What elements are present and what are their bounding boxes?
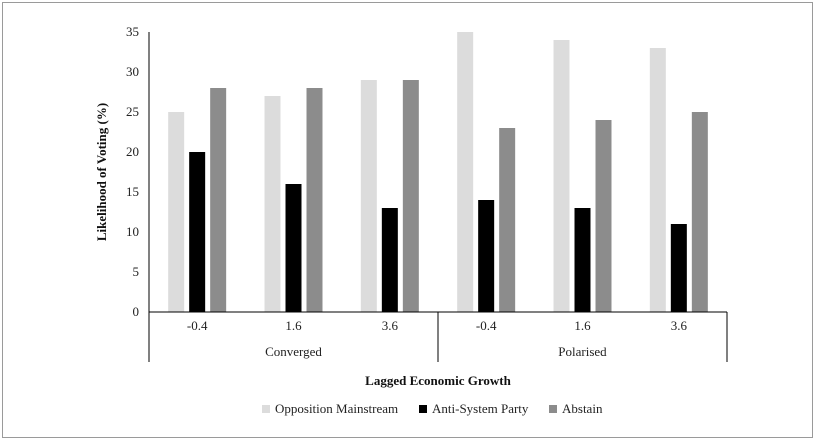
bar-opposition-mainstream bbox=[649, 48, 666, 312]
x-tick-label: 3.6 bbox=[671, 318, 688, 333]
group-label: Polarised bbox=[558, 344, 607, 359]
x-tick-label: -0.4 bbox=[476, 318, 497, 333]
axes bbox=[148, 32, 727, 313]
bar-opposition-mainstream bbox=[168, 112, 185, 312]
bar-opposition-mainstream bbox=[264, 96, 281, 312]
group-label: Converged bbox=[265, 344, 322, 359]
x-axis-ticks: -0.4 1.6 3.6 -0.4 1.6 3.6 bbox=[148, 312, 728, 362]
bar-abstain bbox=[691, 112, 708, 312]
y-tick-label: 25 bbox=[126, 104, 139, 119]
bar-opposition-mainstream bbox=[360, 80, 377, 312]
bar-anti-system-party bbox=[189, 152, 206, 312]
y-axis-title: Likelihood of Voting (%) bbox=[94, 103, 109, 241]
y-tick-label: 10 bbox=[126, 224, 139, 239]
y-tick-label: 20 bbox=[126, 144, 139, 159]
x-tick-label: 1.6 bbox=[574, 318, 591, 333]
legend-label: Opposition Mainstream bbox=[275, 401, 398, 416]
legend-swatch bbox=[262, 405, 270, 413]
group-labels: Converged Polarised bbox=[265, 344, 607, 359]
bar-anti-system-party bbox=[285, 184, 302, 312]
bar-abstain bbox=[402, 80, 419, 312]
legend-label: Abstain bbox=[562, 401, 603, 416]
bar-anti-system-party bbox=[478, 200, 495, 312]
x-axis-title: Lagged Economic Growth bbox=[365, 373, 511, 388]
legend-swatch bbox=[549, 405, 557, 413]
bar-opposition-mainstream bbox=[457, 32, 474, 312]
bar-anti-system-party bbox=[381, 208, 398, 312]
bar-abstain bbox=[595, 120, 612, 312]
bars bbox=[168, 32, 708, 312]
bar-opposition-mainstream bbox=[553, 40, 570, 312]
x-tick-label: 3.6 bbox=[382, 318, 399, 333]
y-tick-label: 35 bbox=[126, 24, 139, 39]
bar-abstain bbox=[210, 88, 227, 312]
bar-abstain bbox=[306, 88, 323, 312]
x-tick-label: -0.4 bbox=[187, 318, 208, 333]
y-tick-label: 15 bbox=[126, 184, 139, 199]
y-tick-label: 0 bbox=[133, 304, 140, 319]
bar-abstain bbox=[499, 128, 516, 312]
bar-anti-system-party bbox=[670, 224, 687, 312]
bar-anti-system-party bbox=[574, 208, 591, 312]
legend: Opposition Mainstream Anti-System Party Ab… bbox=[262, 401, 603, 416]
legend-swatch bbox=[419, 405, 427, 413]
legend-label: Anti-System Party bbox=[432, 401, 529, 416]
y-axis-ticks: 0 5 10 15 20 25 30 35 bbox=[126, 24, 139, 319]
y-tick-label: 30 bbox=[126, 64, 139, 79]
x-tick-label: 1.6 bbox=[285, 318, 302, 333]
y-tick-label: 5 bbox=[133, 264, 140, 279]
